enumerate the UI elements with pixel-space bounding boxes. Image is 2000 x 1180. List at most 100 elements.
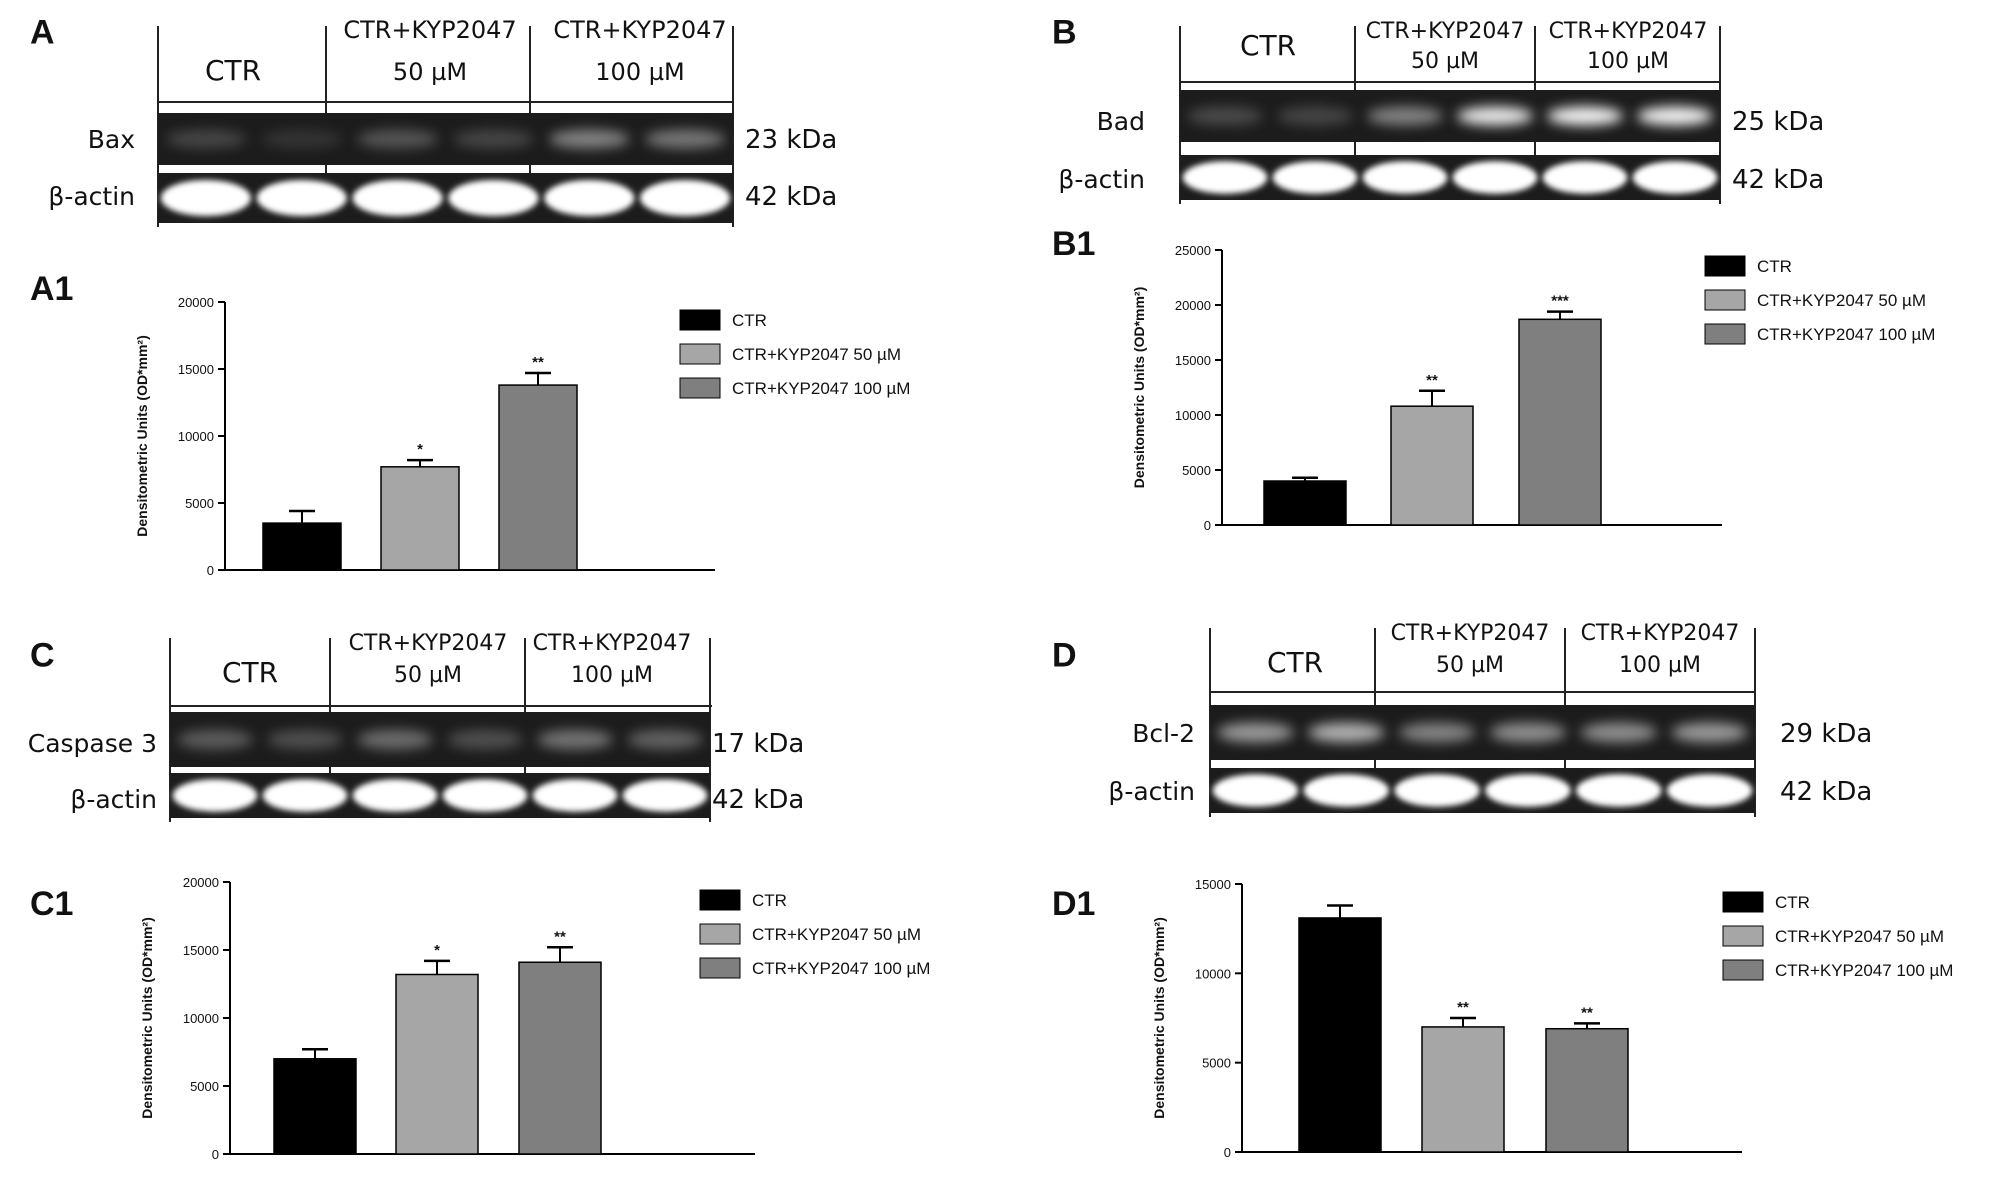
- legend-swatch: [679, 343, 721, 365]
- legend-swatch: [679, 309, 721, 331]
- control-band: [1362, 161, 1448, 194]
- y-tick-label: 15000: [1195, 877, 1231, 892]
- target-blot-strip: [170, 712, 710, 767]
- legend-label: CTR+KYP2047 50 µM: [1757, 291, 1926, 310]
- target-blot-strip: [1210, 705, 1755, 760]
- target-band: [1457, 106, 1533, 126]
- blot-panel-a: A CTR CTR+KYP2047 50 µM CTR+KYP2047 100 µM Bax…: [30, 13, 837, 227]
- target-kda-label: 23 kDa: [745, 125, 837, 155]
- control-blot-strip: [158, 173, 733, 223]
- control-band: [1666, 774, 1753, 807]
- legend-label: CTR: [1775, 893, 1810, 912]
- lane-header-dose: 50 µM: [1436, 653, 1504, 678]
- lane-header-treatment: CTR+KYP2047: [553, 16, 726, 44]
- significance-label: **: [1581, 1004, 1593, 1021]
- control-kda-label: 42 kDa: [1780, 777, 1872, 807]
- target-band: [1217, 722, 1294, 743]
- bar: [1298, 917, 1382, 1153]
- target-protein-label: Caspase 3: [28, 729, 157, 758]
- bar: [1421, 1026, 1505, 1153]
- control-band: [1452, 161, 1538, 194]
- target-band: [1547, 106, 1623, 126]
- lane-header-treatment: CTR+KYP2047: [343, 16, 516, 44]
- legend-label: CTR: [1757, 257, 1792, 276]
- lane-header-dose: 50 µM: [1411, 49, 1479, 74]
- control-protein-label: β-actin: [1108, 777, 1195, 806]
- target-band: [1580, 722, 1657, 743]
- blot-panel-b: B CTR CTR+KYP2047 50 µM CTR+KYP2047 100 µM Bad…: [1052, 13, 1824, 204]
- lane-header-treatment: CTR+KYP2047: [1549, 19, 1708, 44]
- lane-header-treatment: CTR+KYP2047: [533, 631, 692, 656]
- target-blot-strip: [158, 113, 733, 165]
- lane-header-ctr: CTR: [222, 656, 278, 689]
- target-protein-label: Bax: [88, 125, 135, 154]
- bar: [1390, 405, 1474, 526]
- bar-chart-d1: D1 0 5000 10000 15000 Densitometric Units (OD…: [1052, 877, 1953, 1160]
- blot-panel-d: D CTR CTR+KYP2047 50 µM CTR+KYP2047 100 µM Bcl…: [1052, 621, 1872, 817]
- blot-panel-c: C CTR CTR+KYP2047 50 µM CTR+KYP2047 100 µM Cas…: [28, 631, 804, 822]
- bar-chart-a1: A1 0 5000 10000 15000 20000 Densitometric Unit…: [30, 270, 910, 578]
- lane-header-ctr: CTR: [1267, 646, 1323, 679]
- lane-header-dose: 100 µM: [1587, 49, 1669, 74]
- control-band: [160, 180, 251, 216]
- lane-header-treatment: CTR+KYP2047: [1581, 621, 1740, 646]
- control-band: [544, 180, 635, 216]
- y-tick-label: 20000: [1175, 298, 1211, 313]
- legend-swatch: [1722, 925, 1764, 947]
- control-band: [442, 779, 528, 812]
- target-protein-label: Bad: [1097, 107, 1145, 136]
- target-band: [1367, 106, 1443, 126]
- control-protein-label: β-actin: [70, 785, 157, 814]
- lane-header-ctr: CTR: [205, 54, 261, 87]
- y-axis-label: Densitometric Units (OD*mm²): [1151, 917, 1167, 1118]
- legend-swatch: [1704, 289, 1746, 311]
- bar: [518, 961, 602, 1155]
- target-band: [177, 729, 253, 750]
- panel-letter: A: [30, 13, 55, 51]
- target-band: [267, 729, 343, 750]
- legend-label: CTR+KYP2047 100 µM: [752, 959, 930, 978]
- control-band: [1576, 774, 1662, 807]
- y-tick-label: 0: [1204, 518, 1211, 533]
- control-band: [256, 180, 347, 216]
- control-band: [352, 180, 443, 216]
- y-tick-label: 20000: [183, 875, 219, 890]
- control-band: [640, 180, 731, 216]
- y-tick-label: 10000: [178, 429, 214, 444]
- significance-label: **: [1457, 999, 1469, 1016]
- bar: [262, 522, 342, 571]
- legend-label: CTR+KYP2047 50 µM: [732, 345, 901, 364]
- panel-letter: C: [30, 636, 55, 674]
- target-band: [1637, 106, 1713, 126]
- legend-label: CTR: [752, 891, 787, 910]
- control-band: [1182, 161, 1268, 194]
- y-tick-label: 0: [207, 563, 214, 578]
- panel-letter: D1: [1052, 885, 1095, 923]
- panel-letter: C1: [30, 885, 73, 923]
- bar: [395, 973, 479, 1155]
- control-kda-label: 42 kDa: [712, 785, 804, 815]
- bar: [1518, 318, 1602, 526]
- lane-header-dose: 100 µM: [595, 58, 684, 86]
- y-tick-label: 5000: [1202, 1056, 1231, 1071]
- target-band: [1308, 722, 1385, 743]
- control-band: [1485, 774, 1571, 807]
- lane-header-dose: 100 µM: [1619, 653, 1701, 678]
- panel-letter: B1: [1052, 225, 1095, 263]
- y-tick-label: 0: [1224, 1145, 1231, 1160]
- bar: [498, 384, 578, 571]
- target-band: [357, 129, 438, 149]
- control-band: [1303, 774, 1389, 807]
- control-blot-strip: [1210, 768, 1755, 813]
- panel-letter: A1: [30, 270, 73, 308]
- target-band: [537, 729, 613, 750]
- legend-swatch: [1722, 891, 1764, 913]
- legend-label: CTR+KYP2047 50 µM: [752, 925, 921, 944]
- legend-swatch: [699, 889, 741, 911]
- lane-header-dose: 100 µM: [571, 663, 653, 688]
- legend-label: CTR+KYP2047 100 µM: [732, 379, 910, 398]
- y-tick-label: 15000: [183, 943, 219, 958]
- legend-swatch: [1722, 959, 1764, 981]
- y-axis-label: Densitometric Units (OD*mm²): [139, 917, 155, 1118]
